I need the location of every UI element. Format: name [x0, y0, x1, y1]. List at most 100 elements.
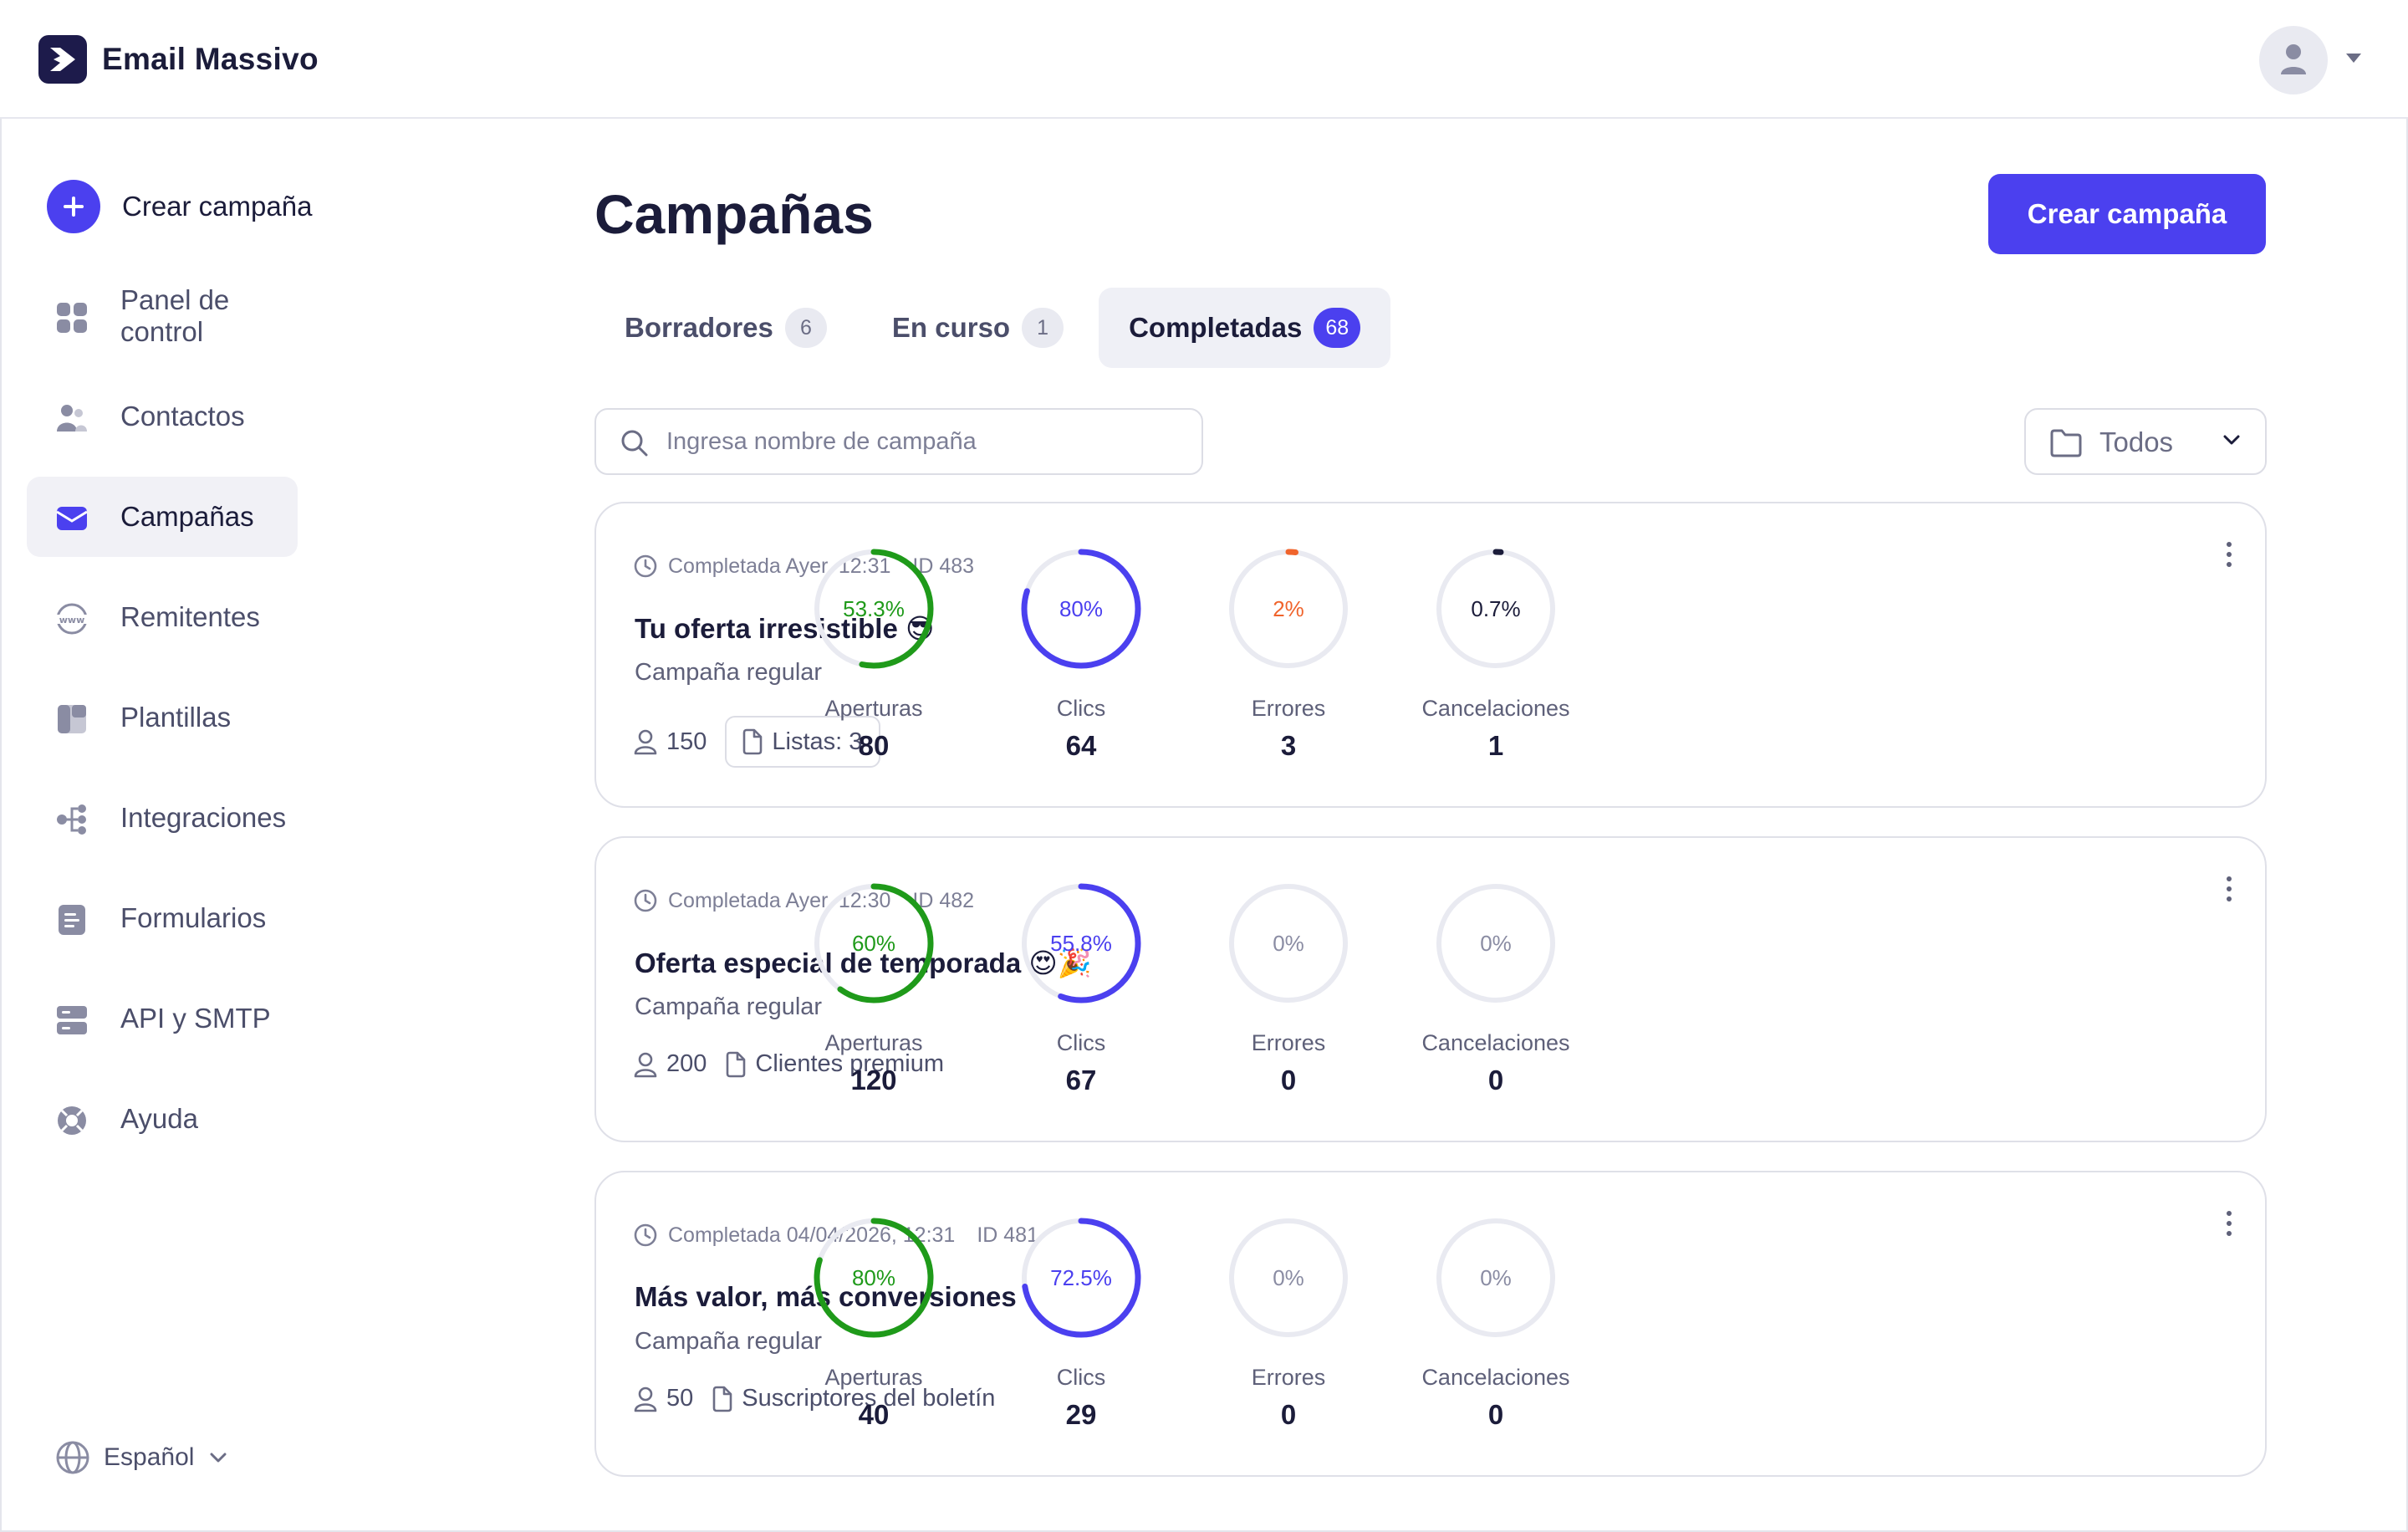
progress-ring	[1229, 1218, 1348, 1337]
tab-count-badge: 68	[1314, 308, 1361, 348]
stat-value: 1	[1487, 730, 1504, 761]
chevron-down-icon	[210, 1453, 227, 1463]
tab-label: En curso	[891, 312, 1011, 343]
stat-percent: 60%	[851, 930, 896, 956]
sidebar-item-label: Remitentes	[120, 601, 260, 632]
stat-percent: 0%	[1273, 1264, 1304, 1290]
campaign-title[interactable]: Tu oferta irresistible 😎	[635, 613, 935, 644]
stat-label: Clics	[1056, 696, 1106, 721]
stat-percent: 80%	[851, 1264, 896, 1290]
lists-tag[interactable]: Clientes premium	[725, 1050, 944, 1078]
more-options-icon[interactable]	[2225, 876, 2233, 905]
progress-ring	[1021, 883, 1141, 1003]
app-name[interactable]: Email Massivo	[102, 42, 319, 76]
campaign-card[interactable]: Completada Ayer, 12:31 ID 483 Tu oferta …	[594, 502, 2267, 808]
stat-opens: 53.3% Aperturas 80	[790, 547, 957, 762]
progress-ring	[1228, 549, 1349, 669]
progress-ring	[814, 549, 934, 669]
progress-ring-fill	[1021, 549, 1141, 669]
stat-cancels: 0% Cancelaciones 0	[1412, 881, 1579, 1096]
sidebar-item-panel[interactable]: Panel de control	[27, 276, 298, 356]
logo-icon[interactable]	[38, 35, 87, 84]
progress-ring-track	[1436, 884, 1555, 1003]
campaign-footer: 50 Suscriptores del boletín	[633, 1385, 995, 1412]
sidebar-item-integrations[interactable]: Integraciones	[27, 778, 298, 858]
progress-ring-fill	[1228, 549, 1349, 669]
search-input[interactable]	[666, 423, 1168, 460]
stat-label: Errores	[1251, 696, 1326, 721]
templates-icon	[58, 705, 86, 733]
language-label: Español	[104, 1443, 195, 1471]
language-selector[interactable]: Español	[55, 1440, 227, 1475]
forms-icon	[59, 905, 85, 935]
campaign-type: Campaña regular	[635, 993, 823, 1020]
tab-label: Completadas	[1129, 312, 1303, 343]
more-options-icon[interactable]	[2225, 1211, 2233, 1239]
sidebar-item-templates[interactable]: Plantillas	[27, 677, 298, 758]
tab-in-progress[interactable]: En curso 1	[862, 288, 1094, 368]
stat-percent: 0.7%	[1471, 595, 1521, 621]
avatar[interactable]	[2259, 26, 2328, 94]
stat-value: 0	[1280, 1065, 1297, 1095]
tab-drafts[interactable]: Borradores 6	[594, 288, 857, 368]
sidebar-item-senders[interactable]: www Remitentes	[27, 577, 298, 657]
sidebar-item-forms[interactable]: Formularios	[27, 878, 298, 958]
globe-icon	[56, 1441, 89, 1474]
campaign-card[interactable]: Completada 04/04/2026, 12:31 ID 481 Más …	[594, 1171, 2267, 1477]
campaign-title[interactable]: Oferta especial de temporada 😍🎉	[635, 947, 1092, 978]
search-icon	[621, 430, 648, 457]
sidebar-item-campaigns[interactable]: Campañas	[27, 477, 298, 557]
lists-tag[interactable]: Suscriptores del boletín	[712, 1385, 995, 1412]
campaign-meta: Completada Ayer, 12:30 ID 482	[633, 888, 974, 913]
stat-clicks: 72.5% Clics 29	[997, 1216, 1165, 1431]
clock-icon	[634, 1223, 657, 1247]
stat-value: 67	[1065, 1065, 1097, 1095]
sidebar-item-api[interactable]: API y SMTP	[27, 978, 298, 1059]
stat-label: Clics	[1056, 1365, 1106, 1390]
campaign-meta: Completada Ayer, 12:31 ID 483	[633, 554, 974, 579]
stat-label: Aperturas	[824, 1030, 923, 1055]
sidebar-item-help[interactable]: Ayuda	[27, 1079, 298, 1159]
stat-label: Aperturas	[824, 696, 923, 721]
dashboard-icon	[57, 303, 87, 333]
stat-label: Errores	[1251, 1365, 1326, 1390]
progress-ring	[814, 883, 934, 1003]
sidebar-item-label: Plantillas	[120, 702, 232, 733]
campaign-footer: 200 Clientes premium	[633, 1050, 944, 1078]
tab-count-badge: 6	[784, 308, 827, 348]
user-icon	[634, 1386, 657, 1412]
stat-value: 29	[1065, 1399, 1097, 1430]
lists-tag[interactable]: Listas: 3	[725, 716, 881, 768]
www-icon: www	[55, 603, 89, 635]
create-campaign-button[interactable]: Crear campaña	[1988, 174, 2266, 254]
sidebar-item-contacts[interactable]: Contactos	[27, 376, 298, 457]
contacts-icon	[57, 405, 87, 432]
user-icon	[634, 729, 657, 755]
stat-percent: 80%	[1059, 595, 1104, 621]
tab-completed[interactable]: Completadas 68	[1099, 288, 1391, 368]
account-caret-icon[interactable]	[2346, 54, 2361, 63]
stat-percent: 2%	[1273, 595, 1304, 621]
recipients: 200	[633, 1050, 707, 1078]
sidebar-item-label: Contactos	[120, 401, 245, 432]
stat-label: Cancelaciones	[1421, 1030, 1570, 1055]
stat-percent: 0%	[1480, 930, 1512, 956]
tab-count-badge: 1	[1022, 308, 1064, 348]
progress-ring	[814, 1218, 934, 1338]
sidebar-create-campaign[interactable]: Crear campaña	[47, 179, 312, 234]
stat-value: 40	[858, 1399, 890, 1430]
campaign-id: ID 481	[977, 1223, 1038, 1247]
top-header: Email Massivo	[0, 0, 2408, 119]
stat-cancels: 0.7% Cancelaciones 1	[1412, 547, 1579, 762]
campaign-card[interactable]: Completada Ayer, 12:30 ID 482 Oferta esp…	[594, 836, 2267, 1142]
stat-percent: 72.5%	[1050, 1264, 1112, 1290]
tab-label: Borradores	[625, 312, 773, 343]
folder-filter-dropdown[interactable]: Todos	[2024, 408, 2267, 475]
campaign-id: ID 483	[912, 554, 975, 578]
campaign-type: Campaña regular	[635, 659, 823, 686]
progress-ring-fill	[1021, 1218, 1141, 1338]
sidebar-item-label: Campañas	[120, 501, 254, 532]
more-options-icon[interactable]	[2225, 542, 2233, 570]
server-icon	[57, 1006, 87, 1034]
progress-ring-track	[1229, 1218, 1348, 1337]
